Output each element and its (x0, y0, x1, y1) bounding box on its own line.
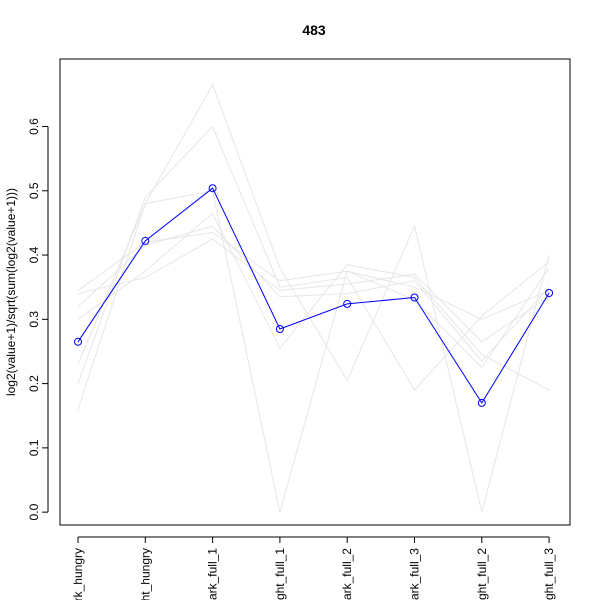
plot-frame (59, 58, 571, 526)
background-series-line-4 (77, 212, 550, 391)
x-tick-label-light_full_1: light_full_1 (273, 548, 287, 600)
background-series-line-5 (77, 225, 550, 362)
background-series-group (77, 83, 550, 513)
y-tick-label: 0.0 (27, 503, 41, 520)
data-point-dark_full_1 (208, 184, 217, 193)
y-tick-label: 0.2 (27, 375, 41, 392)
y-axis: 0.0 0.1 0.2 0.3 0.4 0.5 0.6 (27, 118, 49, 520)
x-tick-label-dark_full_3: dark_full_3 (408, 548, 422, 600)
y-axis-label: log2(value+1)/sqrt(sum(log2(value+1))) (4, 188, 18, 396)
y-tick-label: 0.3 (27, 311, 41, 328)
background-series-line-7 (77, 231, 550, 320)
background-series-line-3 (77, 190, 550, 513)
data-point-light_full_3 (545, 289, 554, 297)
x-tick-label-light_hungry: light_hungry (138, 548, 152, 600)
data-point-light_hungry (141, 236, 150, 245)
x-tick-label-light_full_3: light_full_3 (542, 548, 556, 600)
x-tick-label-dark_full_1: dark_full_1 (206, 548, 220, 600)
data-point-dark_full_2 (343, 299, 352, 308)
x-tick-label-dark_hungry: dark_hungry (71, 548, 85, 600)
y-tick-label: 0.6 (27, 118, 41, 135)
highlight-series-group (74, 184, 554, 407)
background-series-line-2 (77, 125, 550, 391)
x-tick-label-dark_full_2: dark_full_2 (340, 548, 354, 600)
highlight-series-line (77, 187, 550, 404)
y-tick-label: 0.1 (27, 439, 41, 456)
background-series-line-1 (77, 83, 550, 513)
chart-title: 483 (302, 22, 326, 38)
background-series-line-6 (77, 238, 550, 343)
data-point-dark_full_3 (410, 293, 419, 302)
y-tick-label: 0.5 (27, 182, 41, 199)
data-point-dark_hungry (74, 337, 82, 346)
y-tick-label: 0.4 (27, 246, 41, 263)
data-point-light_full_2 (477, 398, 486, 407)
x-tick-label-light_full_2: light_full_2 (475, 548, 489, 600)
x-axis: dark_hungry light_hungry dark_full_1 light_… (71, 536, 556, 600)
data-point-light_full_1 (275, 325, 284, 333)
